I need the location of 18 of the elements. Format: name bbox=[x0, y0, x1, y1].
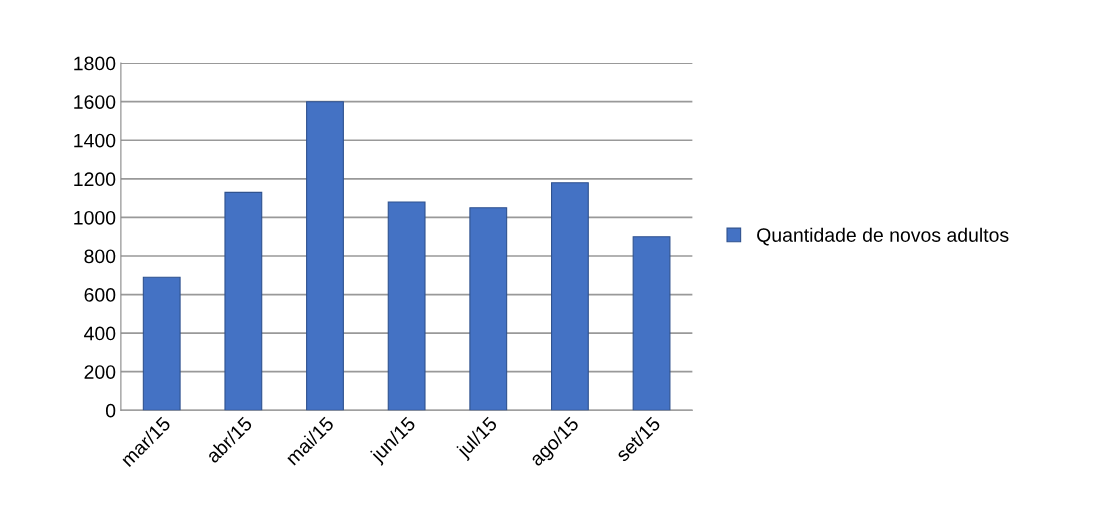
y-tick-label: 1800 bbox=[74, 56, 116, 71]
bar bbox=[469, 207, 508, 411]
y-tick-label: 1000 bbox=[74, 210, 116, 225]
bar bbox=[306, 101, 344, 411]
legend-label: Quantidade de novos adultos bbox=[757, 227, 1009, 246]
bar bbox=[632, 236, 671, 411]
bar bbox=[550, 182, 589, 411]
y-tick-label: 1400 bbox=[74, 133, 116, 148]
bar bbox=[387, 201, 426, 411]
y-tick-label: 0 bbox=[105, 403, 116, 418]
bar bbox=[142, 276, 181, 411]
y-tick-label: 800 bbox=[84, 249, 116, 264]
y-tick-label: 200 bbox=[84, 365, 116, 379]
y-tick-label: 400 bbox=[84, 326, 116, 341]
y-tick-label: 1200 bbox=[74, 172, 116, 187]
bar bbox=[224, 191, 263, 411]
y-tick-label: 600 bbox=[84, 288, 116, 302]
y-tick-label: 1600 bbox=[74, 95, 116, 109]
